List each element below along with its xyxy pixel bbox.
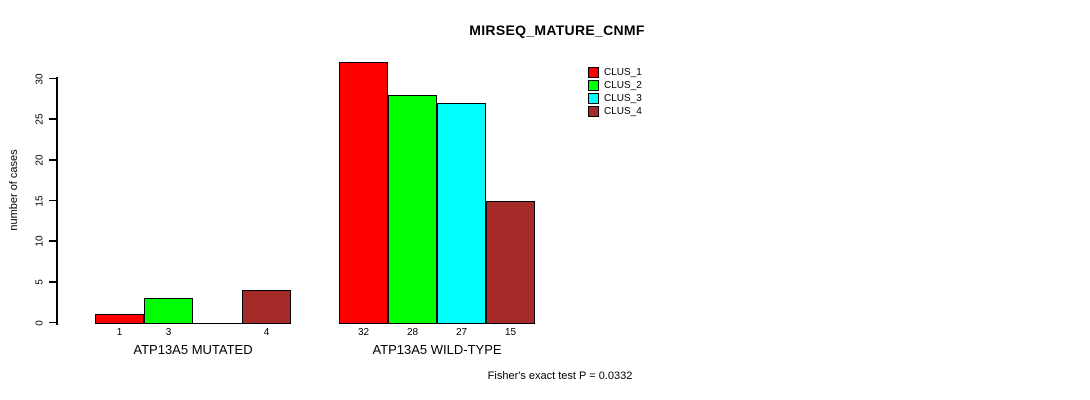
- legend-label: CLUS_4: [604, 106, 642, 117]
- bar-clus_1-group2: [339, 62, 388, 324]
- y-tick: [49, 321, 56, 324]
- y-axis-line: [56, 77, 58, 325]
- group-label: ATP13A5 MUTATED: [133, 342, 253, 357]
- group-baseline: [95, 322, 291, 324]
- y-tick: [49, 281, 56, 283]
- legend-label: CLUS_2: [604, 80, 642, 91]
- bar-clus_4-group2: [486, 200, 535, 324]
- bar-clus_4-group1: [242, 289, 291, 324]
- legend-swatch-clus_2: [588, 80, 599, 91]
- bar-value-label: 28: [406, 327, 419, 338]
- bar-clus_2-group2: [388, 94, 437, 324]
- legend-swatch-clus_4: [588, 106, 599, 117]
- bar-clus_2-group1: [144, 298, 193, 324]
- legend-row: CLUS_4: [588, 105, 642, 118]
- bar-value-label: 1: [116, 327, 123, 338]
- bar-value-label: 3: [165, 327, 172, 338]
- legend-label: CLUS_1: [604, 67, 642, 78]
- legend-row: CLUS_3: [588, 92, 642, 105]
- legend-row: CLUS_2: [588, 79, 642, 92]
- legend-swatch-clus_3: [588, 93, 599, 104]
- group-label: ATP13A5 WILD-TYPE: [372, 342, 502, 357]
- chart-title: MIRSEQ_MATURE_CNMF: [469, 22, 645, 38]
- bar-value-label: 4: [263, 327, 270, 338]
- y-tick: [49, 199, 56, 202]
- bar-clus_3-group2: [437, 102, 486, 324]
- y-tick: [49, 159, 56, 161]
- legend-label: CLUS_3: [604, 93, 642, 104]
- y-tick: [49, 118, 56, 120]
- y-tick: [49, 77, 56, 80]
- bar-value-label: 27: [455, 327, 468, 338]
- y-tick: [49, 240, 56, 242]
- legend: CLUS_1 CLUS_2 CLUS_3 CLUS_4: [588, 66, 642, 118]
- legend-row: CLUS_1: [588, 66, 642, 79]
- fisher-test-annotation: Fisher's exact test P = 0.0332: [487, 370, 633, 382]
- bar-value-label: 32: [357, 327, 370, 338]
- bar-value-label: 15: [504, 327, 517, 338]
- legend-swatch-clus_1: [588, 67, 599, 78]
- bar-clus_1-group1: [95, 314, 144, 324]
